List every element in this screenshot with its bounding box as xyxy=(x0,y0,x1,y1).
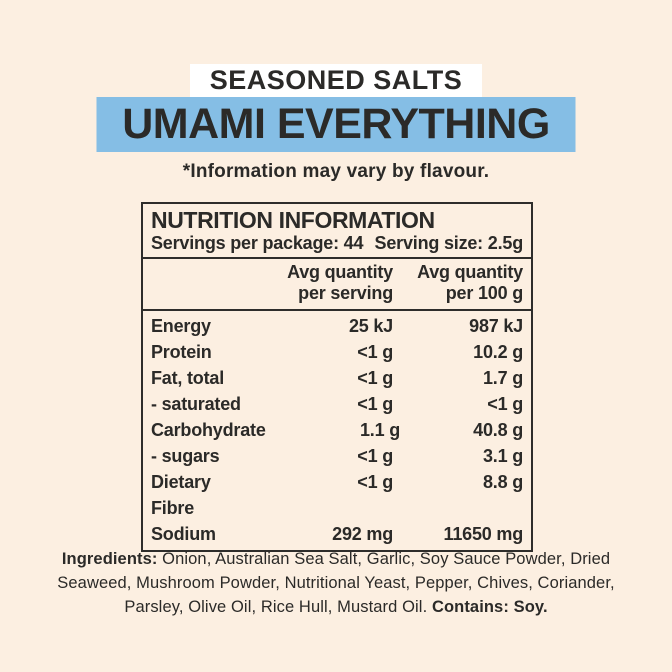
nutrition-rows: Energy 25 kJ 987 kJ Protein <1 g 10.2 g Fat, t… xyxy=(143,311,531,550)
nutrition-row: - saturated <1 g <1 g xyxy=(143,391,531,417)
per-100g-value: 40.8 g xyxy=(473,420,523,440)
per-serving-value: <1 g xyxy=(357,446,393,466)
per-serving-header-line1: Avg quantity xyxy=(287,262,393,282)
per-serving-value: <1 g xyxy=(357,368,393,388)
per-100g-value: 987 kJ xyxy=(469,316,523,336)
per-serving-header-line2: per serving xyxy=(298,283,393,303)
per-100g-value: <1 g xyxy=(487,394,523,414)
servings-row: Servings per package: 44 Serving size: 2… xyxy=(151,233,523,254)
product-banner: UMAMI EVERYTHING xyxy=(96,97,576,152)
ingredients-paragraph: Ingredients: Onion, Australian Sea Salt,… xyxy=(52,547,620,619)
brand-title: SEASONED SALTS xyxy=(209,65,463,95)
nutrition-row: Protein <1 g 10.2 g xyxy=(143,339,531,365)
nutrient-label: - saturated xyxy=(151,394,241,414)
nutrition-table-head: NUTRITION INFORMATION Servings per packa… xyxy=(143,204,531,259)
per-serving-value: <1 g xyxy=(357,394,393,414)
nutrient-label: Protein xyxy=(151,342,212,362)
per-100g-value: 11650 mg xyxy=(443,524,524,544)
nutrition-row: Dietary Fibre <1 g 8.8 g xyxy=(143,469,531,521)
disclaimer-text: *Information may vary by flavour. xyxy=(182,161,490,182)
nutrition-row: Carbohydrate 1.1 g 40.8 g xyxy=(143,417,531,443)
ingredients-list: Onion, Australian Sea Salt, Garlic, Soy … xyxy=(57,550,615,616)
servings-per-package: Servings per package: 44 xyxy=(151,233,364,253)
serving-size: Serving size: 2.5g xyxy=(374,233,524,253)
per-serving-value: 292 mg xyxy=(332,524,393,544)
nutrition-row: - sugars <1 g 3.1 g xyxy=(143,443,531,469)
nutrient-label: Carbohydrate xyxy=(151,420,266,440)
column-header-row: Avg quantity per serving Avg quantity pe… xyxy=(143,259,531,311)
nutrient-label: Dietary Fibre xyxy=(151,472,211,518)
column-header-per-serving: Avg quantity per serving xyxy=(251,262,393,304)
ingredients-label: Ingredients: xyxy=(61,550,158,568)
per-100g-value: 1.7 g xyxy=(482,368,523,388)
product-title: UMAMI EVERYTHING xyxy=(122,100,550,148)
column-header-per-100g: Avg quantity per 100 g xyxy=(393,262,523,304)
per-serving-value: <1 g xyxy=(357,342,393,362)
per-100g-value: 10.2 g xyxy=(473,342,523,362)
nutrition-row: Fat, total <1 g 1.7 g xyxy=(143,365,531,391)
per-serving-value: 1.1 g xyxy=(359,420,400,440)
nutrient-label: Energy xyxy=(151,316,211,336)
per-serving-value: 25 kJ xyxy=(348,316,393,336)
nutrient-label: Fat, total xyxy=(151,368,224,388)
per-100g-value: 8.8 g xyxy=(482,472,523,492)
nutrition-row: Energy 25 kJ 987 kJ xyxy=(143,313,531,339)
contains-statement: Contains: Soy. xyxy=(431,598,548,616)
per-100g-header-line1: Avg quantity xyxy=(417,262,523,282)
nutrient-label: Sodium xyxy=(151,524,216,544)
nutrition-table: NUTRITION INFORMATION Servings per packa… xyxy=(141,202,533,552)
nutrition-row: Sodium 292 mg 11650 mg xyxy=(143,521,531,547)
brand-banner: SEASONED SALTS xyxy=(190,64,482,97)
per-100g-header-line2: per 100 g xyxy=(445,283,523,303)
per-100g-value: 3.1 g xyxy=(482,446,523,466)
per-serving-value: <1 g xyxy=(357,472,393,492)
nutrition-title: NUTRITION INFORMATION xyxy=(151,207,435,233)
nutrient-label: - sugars xyxy=(151,446,220,466)
